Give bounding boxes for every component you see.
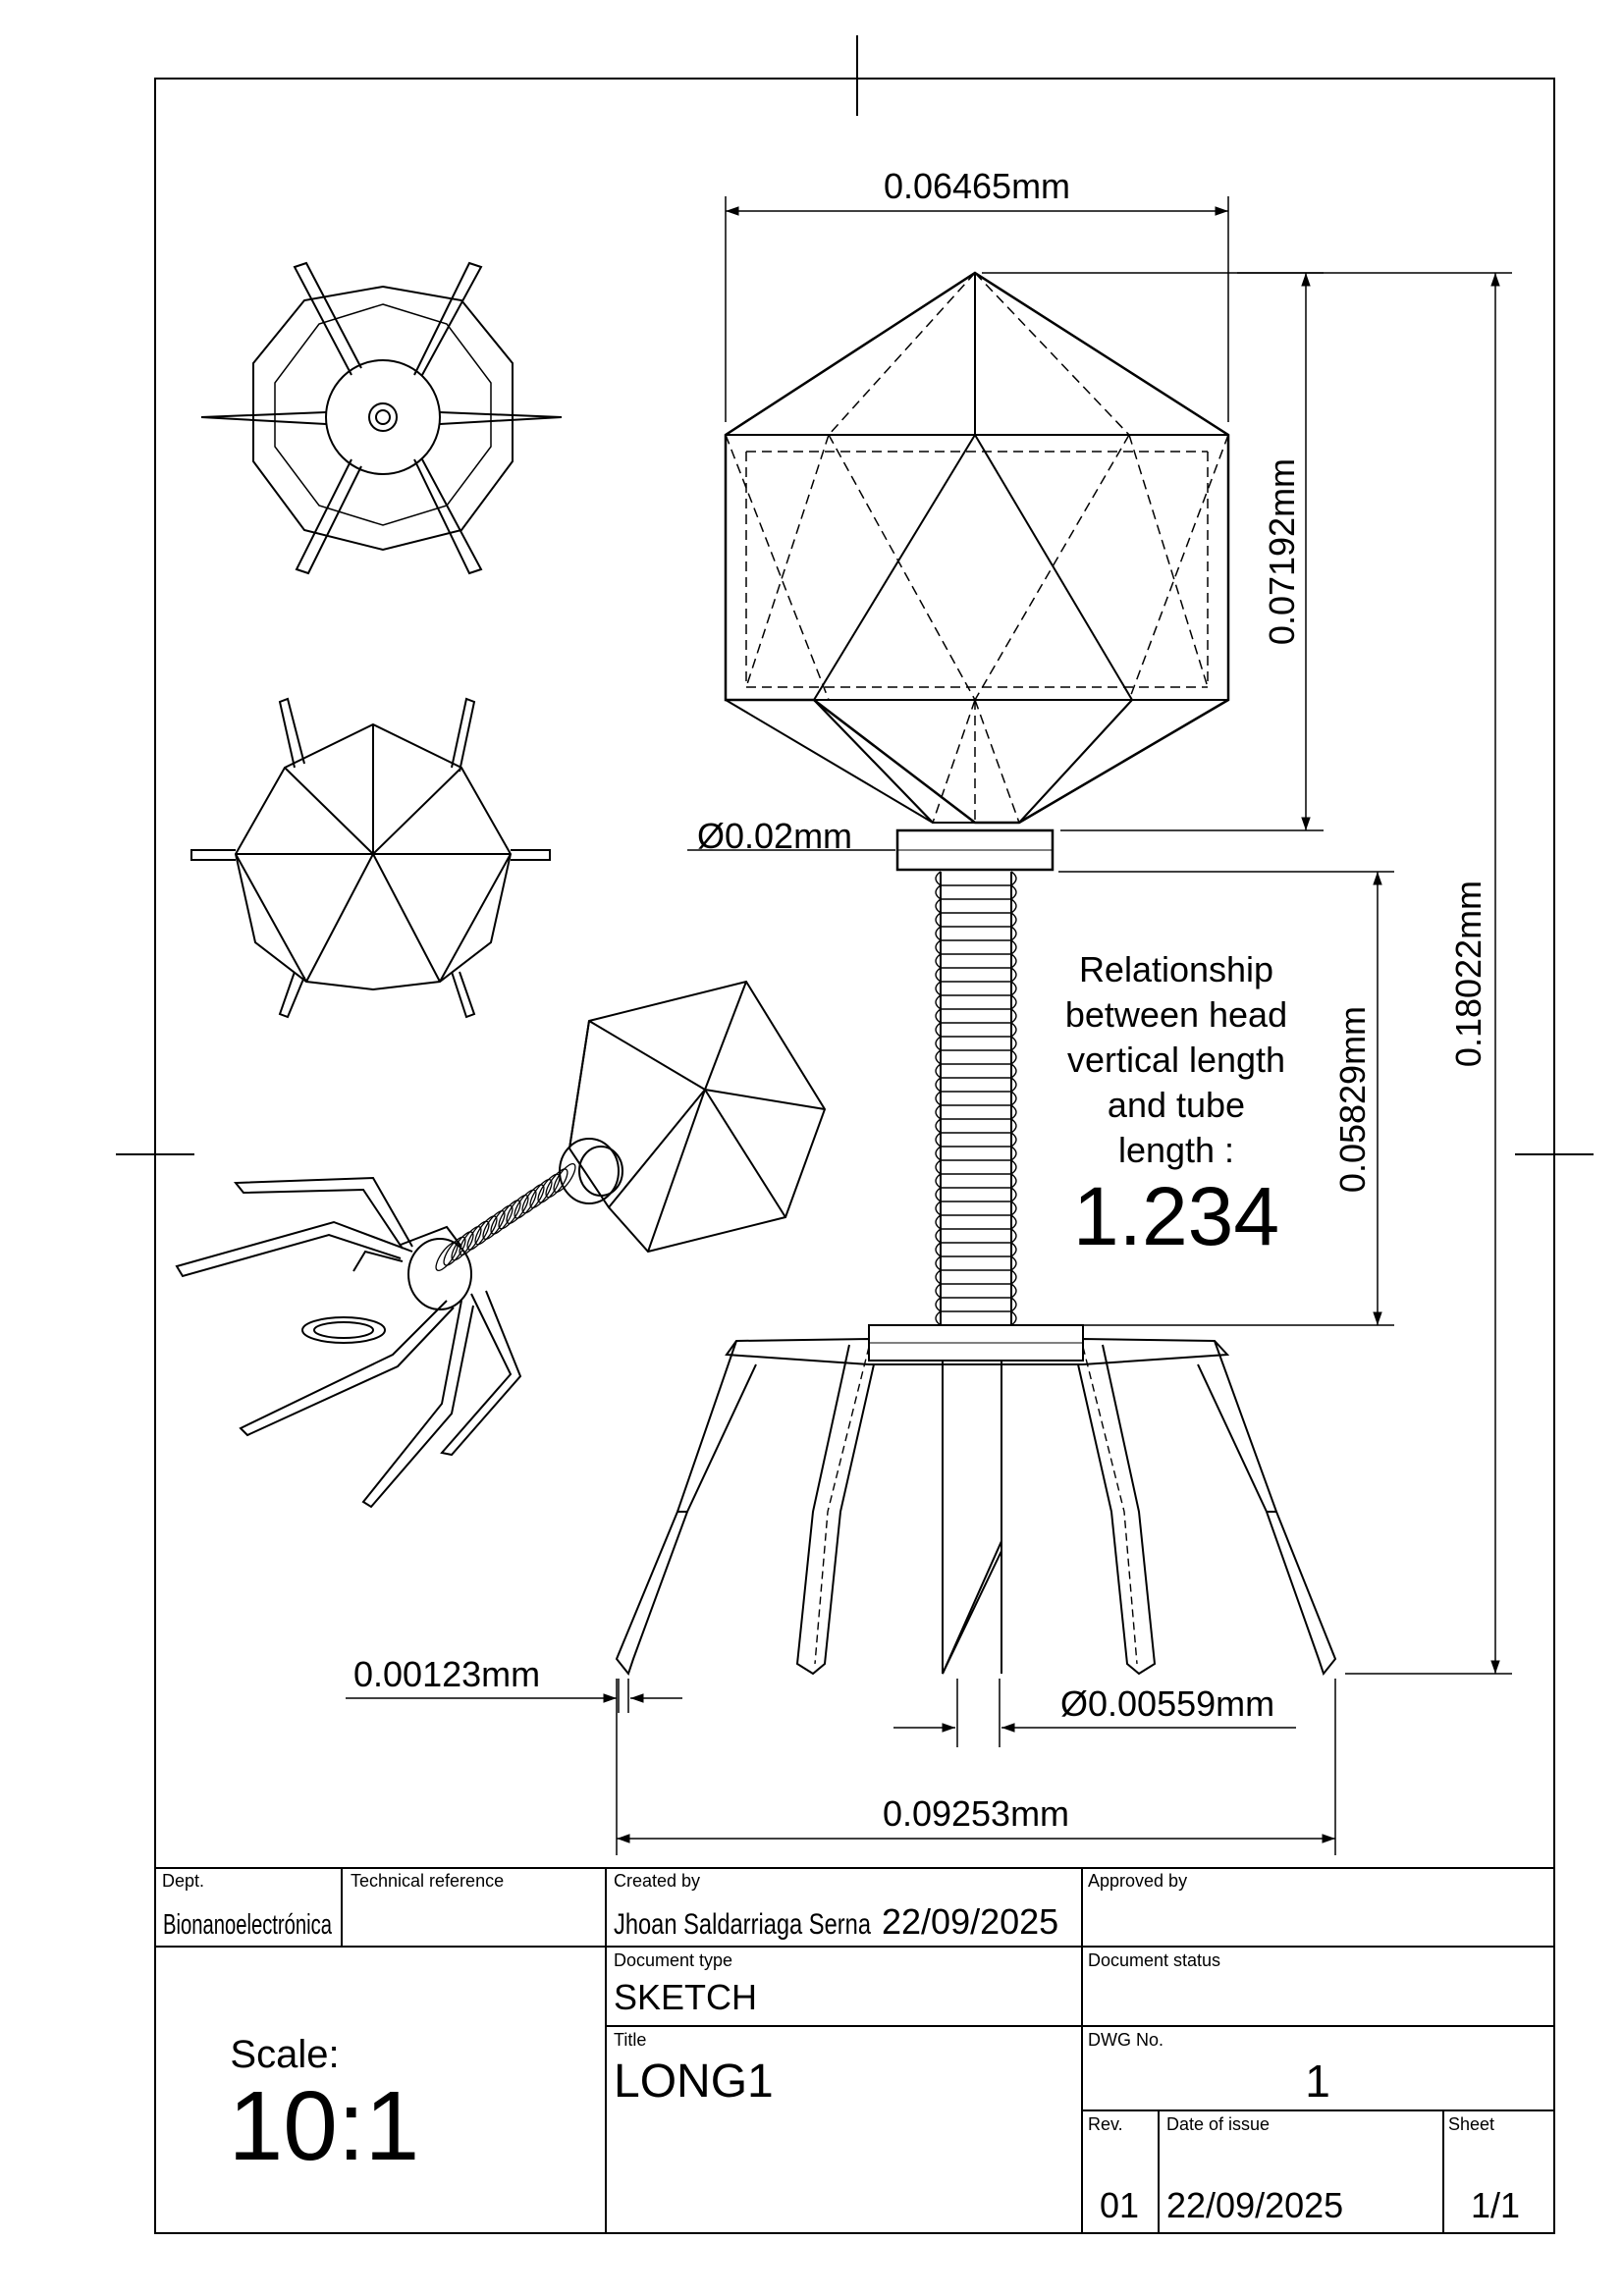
dim-tube-diameter: Ø0.00559mm (1060, 1683, 1274, 1724)
dimension-lines (346, 196, 1512, 1855)
sheath-ring (935, 953, 1017, 969)
doc-status-label: Document status (1088, 1950, 1220, 1970)
sheath-ring (935, 898, 1017, 914)
approved-label: Approved by (1088, 1871, 1187, 1891)
iso-sheath-ring (553, 1163, 576, 1193)
sheath-ring (935, 1283, 1017, 1299)
iso-sheath-ring (514, 1189, 537, 1219)
iso-sheath-ring (529, 1179, 553, 1208)
tail-tube (942, 1363, 1002, 1675)
sheath-ring (935, 1091, 1017, 1106)
iso-sheath-ring (521, 1184, 545, 1214)
sheath-ring (935, 871, 1017, 886)
baseplate (725, 1324, 1230, 1675)
sheath-ring (935, 994, 1017, 1010)
sheath-ring (935, 926, 1017, 941)
sheath-ring (935, 1201, 1017, 1216)
tail-fibers (615, 1340, 1337, 1677)
sheath-ring (935, 1214, 1017, 1230)
phage-isometric-view (175, 980, 827, 1509)
title-value: LONG1 (614, 2056, 774, 2108)
issue-label: Date of issue (1166, 2114, 1270, 2134)
sheath-ring (935, 1146, 1017, 1161)
iso-sheath-ring (466, 1220, 490, 1251)
created-label: Created by (614, 1871, 700, 1891)
sheath-ring (935, 1255, 1017, 1271)
ratio-note: Relationship between head vertical lengt… (1065, 949, 1287, 1262)
dept-label: Dept. (162, 1871, 204, 1891)
iso-sheath-ring (482, 1210, 506, 1240)
sheath-ring (935, 1008, 1017, 1024)
sheath-ring (935, 967, 1017, 983)
tail-sheath (935, 871, 1017, 1326)
dim-fiber-width: 0.00123mm (353, 1654, 540, 1694)
iso-sheath-ring (474, 1215, 498, 1246)
title-label: Title (614, 2030, 646, 2050)
note-line-2: between head (1065, 994, 1287, 1035)
sheath-ring (935, 1049, 1017, 1065)
created-value: Jhoan Saldarriaga Serna (614, 1908, 871, 1941)
doc-type-value: SKETCH (614, 1977, 757, 2017)
sheath-ring (935, 939, 1017, 955)
iso-sheath-ring (498, 1200, 521, 1230)
rev-label: Rev. (1088, 2114, 1123, 2134)
iso-sheath-ring (545, 1168, 568, 1199)
created-date: 22/09/2025 (882, 1901, 1058, 1942)
note-line-5: length : (1118, 1130, 1234, 1170)
doc-type-label: Document type (614, 1950, 732, 1970)
title-block: Dept. Bionanoelectrónica Technical refer… (154, 1867, 1555, 2234)
dim-overall-height: 0.18022mm (1448, 881, 1488, 1067)
dim-head-height: 0.07192mm (1262, 458, 1302, 645)
scale-value: 10:1 (229, 2071, 420, 2181)
dwg-label: DWG No. (1088, 2030, 1163, 2050)
sheath-ring (935, 1297, 1017, 1312)
sheath-ring (935, 1173, 1017, 1189)
sheath-ring (935, 1228, 1017, 1244)
sheath-ring (935, 1022, 1017, 1038)
note-line-4: and tube (1108, 1085, 1245, 1125)
note-line-3: vertical length (1067, 1040, 1285, 1080)
sheath-ring (935, 1242, 1017, 1257)
sheath-ring (935, 884, 1017, 900)
note-ratio: 1.234 (1073, 1170, 1279, 1262)
sheet-label: Sheet (1448, 2114, 1494, 2134)
dim-collar-diameter: Ø0.02mm (697, 816, 852, 856)
dim-leg-span: 0.09253mm (883, 1793, 1069, 1834)
sheath-ring (935, 1063, 1017, 1079)
dept-value: Bionanoelectrónica (163, 1909, 333, 1941)
issue-value: 22/09/2025 (1166, 2185, 1343, 2225)
sheath-ring (935, 1159, 1017, 1175)
sheath-ring (935, 1118, 1017, 1134)
iso-sheath-ring (443, 1236, 466, 1266)
phage-front-view (615, 271, 1337, 1677)
dim-head-width: 0.06465mm (884, 166, 1070, 206)
sheath-ring (935, 1132, 1017, 1148)
iso-sheath-ring (459, 1226, 482, 1255)
dwg-value: 1 (1305, 2056, 1330, 2107)
sheath-ring (935, 1310, 1017, 1326)
capsid-head (724, 271, 1230, 825)
sheath-ring (935, 1036, 1017, 1051)
note-line-1: Relationship (1079, 949, 1273, 989)
dim-tube-length: 0.05829mm (1332, 1006, 1373, 1193)
sheath-ring (935, 981, 1017, 996)
sheath-ring (935, 1187, 1017, 1202)
tech-ref-label: Technical reference (351, 1871, 504, 1891)
sheath-ring (935, 1077, 1017, 1093)
iso-sheath-ring (537, 1173, 561, 1203)
sheet-value: 1/1 (1471, 2185, 1520, 2225)
iso-sheath-ring (490, 1204, 514, 1235)
sheath-ring (935, 1269, 1017, 1285)
sheath-ring (935, 912, 1017, 928)
phage-top-view (200, 261, 563, 575)
sheath-ring (935, 1104, 1017, 1120)
phage-bottom-view (190, 697, 551, 1019)
rev-value: 01 (1100, 2185, 1139, 2225)
scale-label: Scale: (230, 2033, 339, 2076)
iso-sheath-ring (506, 1195, 529, 1224)
dimension-labels: 0.06465mm 0.07192mm 0.18022mm Ø0.02mm 0.… (353, 166, 1488, 1834)
